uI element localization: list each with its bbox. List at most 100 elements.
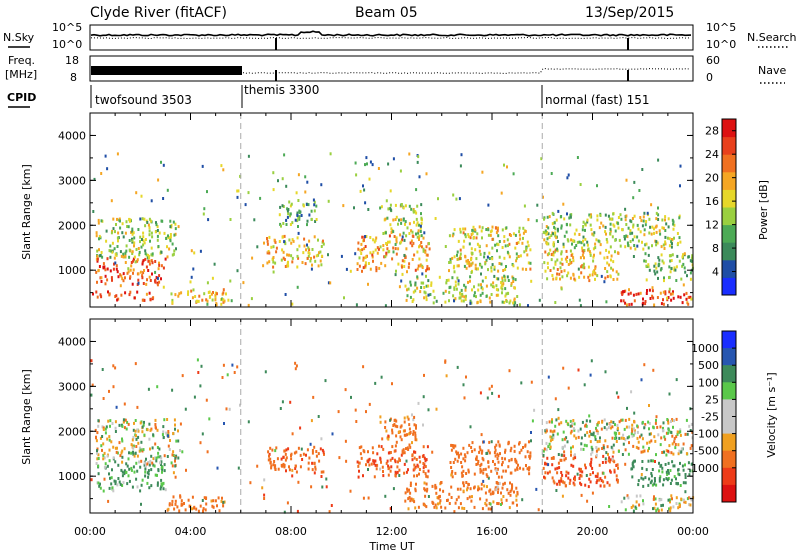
power-cell: [637, 239, 640, 243]
power-cell: [582, 235, 585, 239]
power-cell: [286, 207, 289, 211]
power-cell: [624, 301, 627, 305]
power-cell: [135, 191, 138, 195]
power-cell: [671, 253, 674, 257]
velocity-cell: [584, 466, 587, 470]
velocity-cell: [263, 497, 266, 500]
velocity-cell: [573, 428, 576, 432]
velocity-cell: [572, 457, 575, 461]
power-cell: [502, 269, 505, 272]
power-cell: [99, 293, 102, 297]
velocity-cell: [586, 499, 589, 503]
power-cell: [645, 220, 648, 223]
power-cell: [628, 288, 630, 292]
velocity-cell: [481, 456, 484, 460]
velocity-cell: [502, 495, 505, 498]
velocity-cell: [494, 454, 497, 458]
power-cell: [599, 243, 602, 247]
power-cell: [625, 234, 628, 238]
power-cell: [495, 288, 498, 292]
velocity-cell: [563, 454, 566, 458]
power-cell: [272, 188, 275, 192]
power-cell: [467, 235, 470, 239]
velocity-cell: [646, 441, 649, 445]
velocity-cell: [497, 440, 500, 444]
velocity-cell: [673, 436, 676, 440]
power-cell: [409, 283, 412, 287]
power-cell: [512, 264, 515, 268]
velocity-colorbar-tick-label: 1000: [691, 342, 719, 355]
velocity-cell: [456, 365, 459, 369]
velocity-cell: [123, 472, 126, 476]
velocity-colorbar-segment: [722, 467, 736, 486]
power-colorbar-tick-label: 8: [712, 242, 719, 255]
velocity-cell: [558, 479, 561, 483]
velocity-cell: [380, 460, 382, 464]
velocity-cell: [465, 375, 467, 379]
power-cell: [222, 291, 225, 295]
power-cell: [679, 164, 682, 168]
power-cell: [662, 298, 664, 302]
power-cell: [584, 222, 587, 226]
velocity-cell: [295, 364, 298, 368]
power-cell: [672, 296, 675, 300]
power-cell: [559, 266, 562, 270]
velocity-cell: [161, 470, 163, 474]
power-cell: [404, 222, 406, 226]
velocity-cell: [90, 393, 93, 397]
power-cell: [496, 249, 498, 253]
power-cell: [209, 294, 212, 298]
power-cell: [282, 250, 285, 254]
velocity-cell: [104, 462, 107, 466]
power-cell: [137, 278, 140, 282]
velocity-cell: [590, 460, 593, 464]
power-cell: [268, 260, 271, 264]
power-cell: [552, 241, 555, 245]
power-cell: [569, 276, 572, 280]
velocity-cell: [511, 483, 513, 487]
power-cell: [132, 257, 135, 261]
velocity-cell: [394, 444, 397, 448]
power-cell: [320, 183, 323, 187]
velocity-cell: [515, 461, 518, 465]
velocity-cell: [648, 446, 650, 450]
power-cell: [617, 226, 620, 230]
velocity-cell: [282, 455, 285, 459]
power-cell: [395, 269, 397, 273]
velocity-cell: [630, 467, 633, 471]
power-cell: [122, 272, 125, 276]
power-cell: [363, 247, 366, 251]
power-cell: [608, 250, 610, 254]
velocity-cell: [130, 443, 133, 447]
velocity-cell: [662, 503, 664, 507]
velocity-cell: [516, 466, 519, 470]
velocity-cell: [142, 448, 145, 452]
velocity-cell: [676, 432, 679, 436]
velocity-cell: [359, 452, 362, 456]
velocity-cell: [603, 484, 606, 488]
power-cell: [609, 231, 612, 235]
power-cell: [593, 231, 596, 235]
power-cell: [669, 270, 672, 274]
velocity-cell: [582, 447, 585, 451]
power-cell: [555, 276, 558, 280]
power-cell: [281, 204, 284, 208]
power-cell: [556, 247, 559, 251]
velocity-cell: [422, 454, 425, 458]
power-cell: [510, 281, 513, 285]
cpid-mode-1: twofsound 3503: [95, 93, 192, 107]
velocity-cell: [97, 419, 100, 423]
power-cell: [490, 293, 493, 296]
velocity-cell: [630, 390, 633, 394]
power-cell: [415, 217, 418, 221]
velocity-cell: [510, 471, 513, 475]
velocity-cell: [548, 420, 551, 424]
power-cell: [689, 295, 692, 299]
velocity-cell: [264, 370, 267, 374]
velocity-cell: [211, 504, 214, 508]
velocity-cell: [569, 419, 572, 423]
power-cell: [659, 268, 662, 272]
power-cell: [603, 280, 606, 284]
x-tick-label: 12:00: [376, 525, 408, 538]
velocity-cell: [551, 430, 554, 434]
